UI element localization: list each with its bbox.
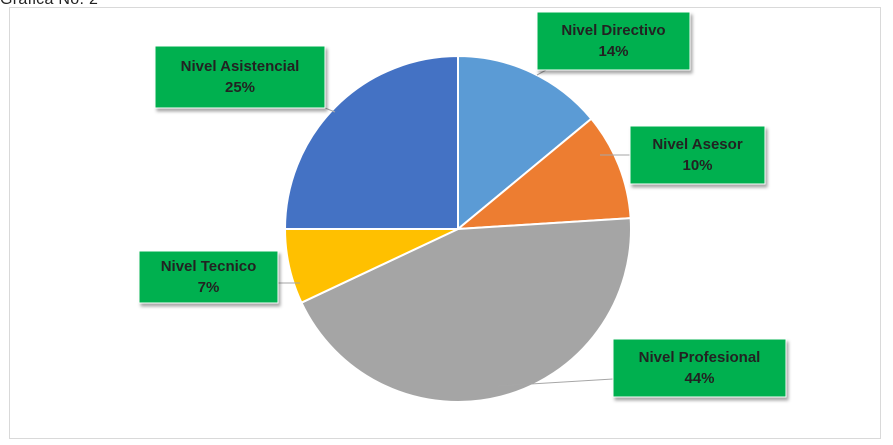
leader-line-nivel-profesional [497,378,614,387]
label-name-nivel-tecnico: Nivel Tecnico [161,258,257,275]
chart-caption: Gráfica No. 2 [0,0,98,9]
label-name-nivel-asesor: Nivel Asesor [652,136,742,153]
data-label-nivel-asesor: Nivel Asesor 10% [629,125,766,185]
label-percent-nivel-directivo: 14% [598,43,628,60]
label-percent-nivel-asistencial: 25% [225,79,255,96]
data-label-nivel-profesional: Nivel Profesional 44% [612,338,787,398]
leader-line-nivel-asistencial [324,107,336,113]
pie-slice-nivel-asesor [454,117,632,231]
label-percent-nivel-tecnico: 7% [198,279,220,296]
label-percent-nivel-profesional: 44% [684,370,714,387]
pie-slice-nivel-asistencial [283,54,459,230]
label-name-nivel-asistencial: Nivel Asistencial [181,58,300,75]
data-label-nivel-tecnico: Nivel Tecnico 7% [138,250,279,304]
label-percent-nivel-asesor: 10% [682,157,712,174]
data-label-nivel-directivo: Nivel Directivo 14% [536,11,691,71]
data-label-nivel-asistencial: Nivel Asistencial 25% [154,45,326,109]
pie-slice-nivel-directivo [457,54,593,232]
label-name-nivel-directivo: Nivel Directivo [561,22,665,39]
label-name-nivel-profesional: Nivel Profesional [639,349,761,366]
